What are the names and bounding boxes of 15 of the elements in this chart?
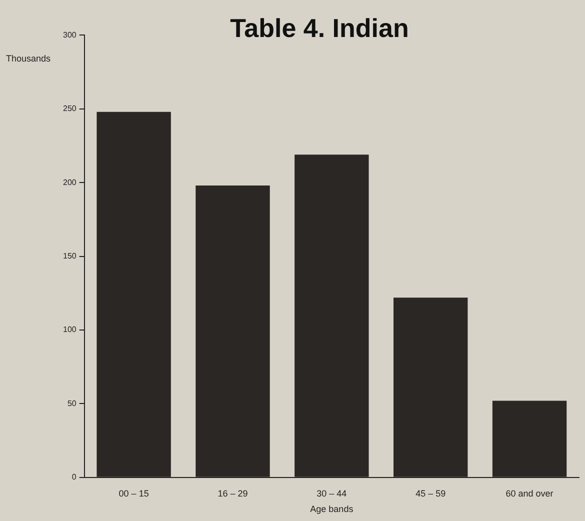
x-tick-label: 30 – 44 xyxy=(316,488,347,498)
y-tick-label: 250 xyxy=(62,104,77,114)
y-tick-label: 300 xyxy=(62,30,77,40)
y-tick-label: 100 xyxy=(62,325,77,334)
x-tick-label: 16 – 29 xyxy=(218,488,248,498)
y-tick-label: 150 xyxy=(62,252,77,261)
x-tick-label: 00 – 15 xyxy=(118,488,149,498)
y-tick-label: 0 xyxy=(72,472,77,482)
y-tick-label: 50 xyxy=(67,398,77,408)
chart-title: Table 4. Indian xyxy=(230,12,409,43)
x-tick-label: 60 and over xyxy=(506,488,554,498)
y-axis-title: Thousands xyxy=(6,54,52,64)
y-tick-label: 200 xyxy=(62,178,77,187)
x-tick-label: 45 – 59 xyxy=(416,488,446,498)
x-axis-title: Age bands xyxy=(310,504,354,514)
